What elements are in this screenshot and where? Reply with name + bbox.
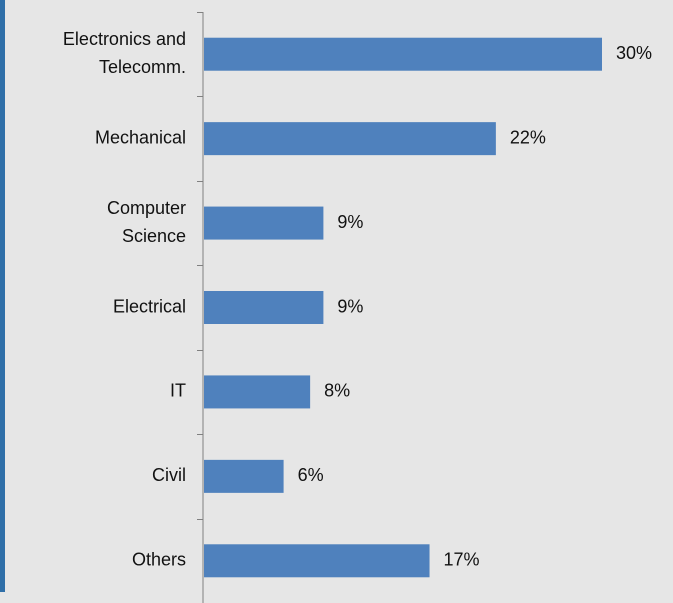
- category-label-5: IT: [170, 381, 186, 401]
- bars-layer: [204, 37, 602, 578]
- data-label-6: 6%: [298, 465, 324, 485]
- category-label-3: Computer: [107, 198, 186, 218]
- category-label-1: Electronics and: [63, 29, 186, 49]
- axis-layer: [197, 12, 204, 603]
- bar-5: [204, 375, 311, 409]
- data-label-1: 30%: [616, 43, 652, 63]
- bar-6: [204, 459, 284, 493]
- data-label-3: 9%: [337, 212, 363, 232]
- bar-1: [204, 37, 602, 71]
- category-label-4: Electrical: [113, 296, 186, 316]
- data-label-2: 22%: [510, 127, 546, 147]
- bar-7: [204, 544, 430, 578]
- left-edge-stripe: [0, 0, 5, 592]
- data-label-5: 8%: [324, 381, 350, 401]
- category-label-2: Mechanical: [95, 127, 186, 147]
- category-label-1: Telecomm.: [99, 57, 186, 77]
- data-label-4: 9%: [337, 296, 363, 316]
- category-label-3: Science: [122, 226, 186, 246]
- bar-4: [204, 291, 324, 324]
- data-label-7: 17%: [444, 550, 480, 570]
- label-layer: 30% Electronics and Telecomm. 22% Mechanical…: [63, 29, 652, 570]
- category-label-6: Civil: [152, 465, 186, 485]
- bar-2: [204, 122, 496, 156]
- bar-3: [204, 206, 324, 240]
- category-label-7: Others: [132, 550, 186, 570]
